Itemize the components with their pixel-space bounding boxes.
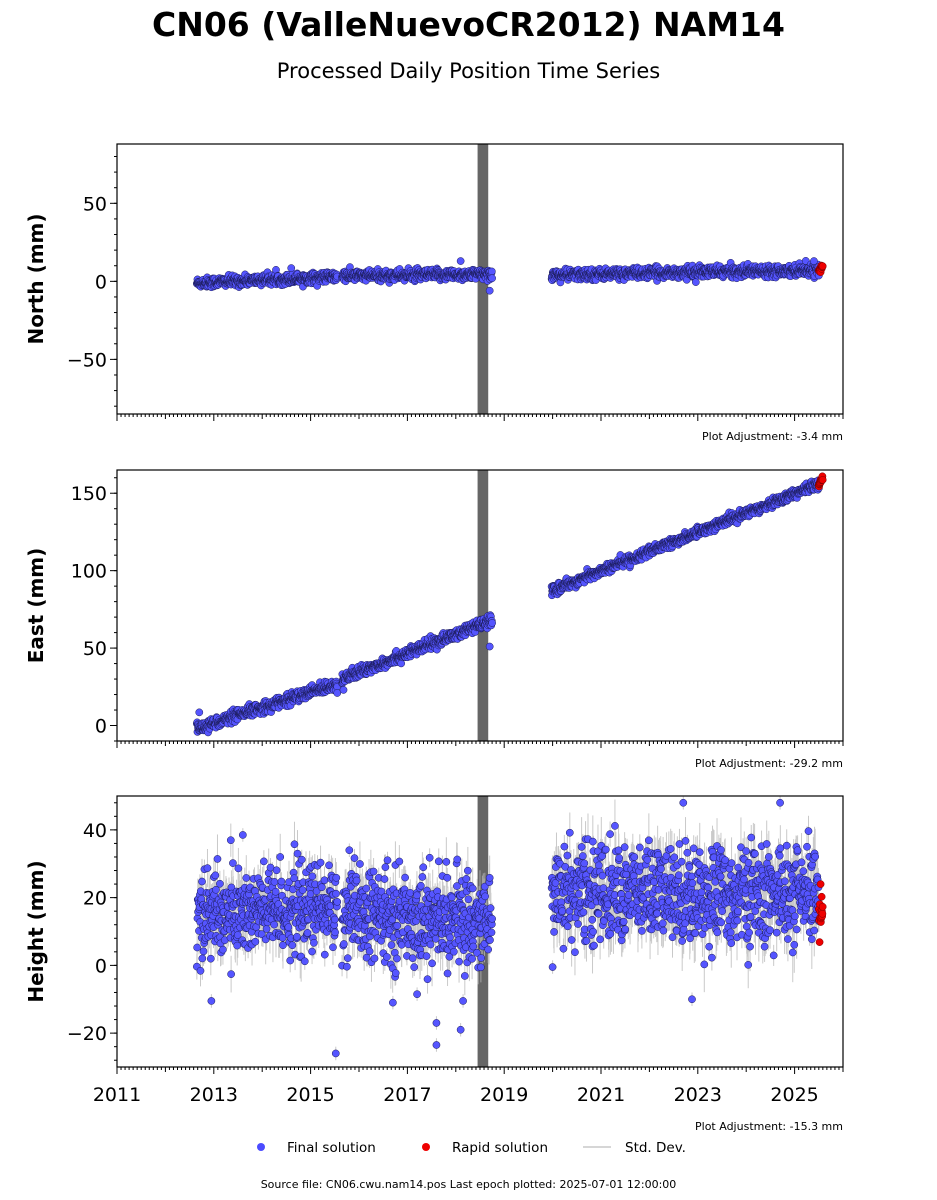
panel-0: −50 0 50 North (mm) Plot Adjustment: -3.4 mm xyxy=(24,143,844,443)
y-tick-label: −50 xyxy=(67,349,107,371)
final-solution-point xyxy=(456,257,465,265)
y-tick-label: 0 xyxy=(95,271,107,293)
equipment-change-band xyxy=(477,470,489,741)
y-tick-label: 50 xyxy=(83,193,107,215)
final-points xyxy=(193,257,823,295)
rapid-solution-point xyxy=(818,262,827,270)
panels: −50 0 50 North (mm) Plot Adjustment: -3.4 mm… xyxy=(24,143,844,1133)
rapid-points xyxy=(814,261,827,277)
final-solution-point xyxy=(287,264,296,272)
plot-area xyxy=(193,144,827,414)
final-solution-point xyxy=(487,267,496,276)
plot-area xyxy=(193,470,827,741)
y-ticks xyxy=(110,155,117,407)
figure-subtitle: Processed Daily Position Time Series xyxy=(277,59,661,83)
final-solution-point xyxy=(691,278,700,286)
final-solution-point xyxy=(485,286,494,295)
y-axis-label: North (mm) xyxy=(24,213,48,344)
plot-adjustment-label: Plot Adjustment: -3.4 mm xyxy=(702,430,843,443)
x-ticks xyxy=(116,414,844,421)
final-solution-point xyxy=(488,274,496,283)
figure-title: CN06 (ValleNuevoCR2012) NAM14 xyxy=(152,5,785,44)
final-solution-point xyxy=(810,257,818,265)
